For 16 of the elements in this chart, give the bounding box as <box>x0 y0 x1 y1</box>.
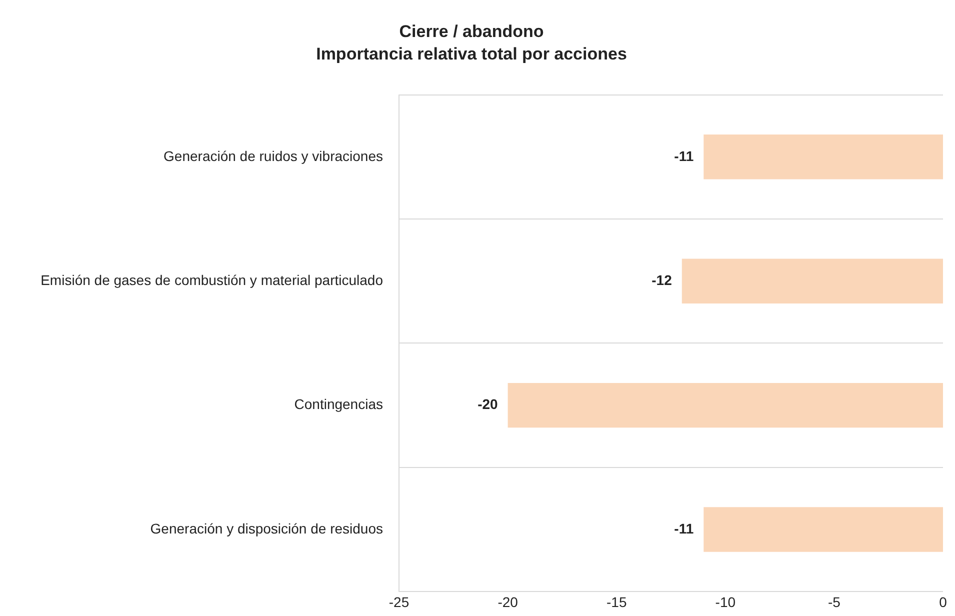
x-tick-label: -10 <box>715 594 736 610</box>
chart-title: Cierre / abandono <box>399 22 544 41</box>
data-label: -11 <box>674 148 694 164</box>
y-tick-label: Generación de ruidos y vibraciones <box>164 148 383 164</box>
chart-subtitle: Importancia relativa total por acciones <box>316 44 627 64</box>
x-tick-label: 0 <box>939 594 948 610</box>
y-tick-label: Emisión de gases de combustión y material particulado <box>40 272 384 288</box>
x-tick-label: -5 <box>828 594 841 610</box>
x-tick-label: -20 <box>498 594 518 610</box>
x-tick-label: -15 <box>606 594 627 610</box>
y-tick-label: Generación y disposición de residuos <box>150 520 383 536</box>
y-tick-label: Contingencias <box>294 396 383 412</box>
x-tick-label: -25 <box>388 594 410 610</box>
data-label: -20 <box>478 396 498 412</box>
data-label: -12 <box>652 272 672 288</box>
data-label: -11 <box>674 520 694 536</box>
